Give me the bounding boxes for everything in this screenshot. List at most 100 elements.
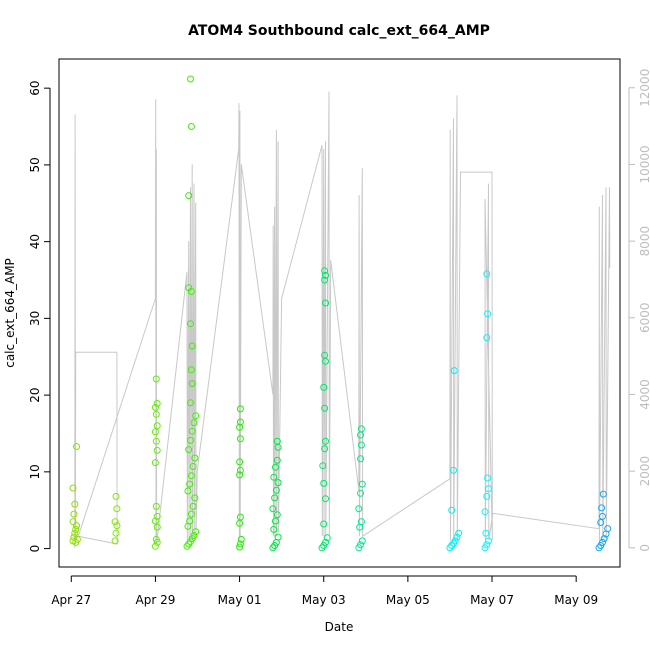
data-point xyxy=(186,517,194,525)
data-point xyxy=(113,522,121,530)
data-point xyxy=(358,537,366,545)
data-point xyxy=(357,455,364,463)
data-point xyxy=(485,537,492,545)
data-point xyxy=(323,534,331,542)
data-point xyxy=(321,445,329,453)
data-point xyxy=(357,541,364,549)
y-tick-label: 40 xyxy=(28,234,42,249)
data-point xyxy=(113,505,121,513)
x-tick-label: Apr 29 xyxy=(136,593,176,607)
y-tick-label: 50 xyxy=(28,157,42,172)
data-point xyxy=(481,508,489,516)
data-point xyxy=(272,486,280,494)
data-point xyxy=(188,427,196,435)
data-point xyxy=(484,310,492,318)
data-point xyxy=(604,525,612,533)
data-point xyxy=(73,443,80,450)
data-point xyxy=(236,466,244,474)
data-point xyxy=(269,505,277,513)
data-point xyxy=(321,267,329,275)
x-axis: Apr 27 Apr 29 May 01 May 03 May 05 May 07 May … xyxy=(51,575,598,607)
data-point xyxy=(453,533,461,541)
data-point xyxy=(599,490,607,498)
y-axis-label: calc_ext_664_AMP xyxy=(3,258,17,368)
data-point xyxy=(484,474,492,482)
data-point xyxy=(448,542,456,549)
data-point xyxy=(112,492,120,500)
y-tick-label: 30 xyxy=(28,311,42,326)
data-point xyxy=(320,383,328,391)
data-point xyxy=(111,537,119,545)
y-tick-label: 60 xyxy=(28,81,42,96)
data-point xyxy=(322,437,329,445)
data-point xyxy=(192,412,200,420)
data-point xyxy=(599,538,606,546)
data-point xyxy=(71,500,79,508)
data-point xyxy=(152,410,160,418)
data-point xyxy=(70,510,78,518)
data-point xyxy=(455,529,463,537)
data-point xyxy=(485,485,492,493)
data-point xyxy=(187,366,195,374)
data-point xyxy=(272,517,279,525)
data-point xyxy=(450,466,457,474)
data-point xyxy=(191,454,199,462)
data-point xyxy=(152,437,160,445)
series-line-right-axis xyxy=(74,91,611,548)
data-point xyxy=(450,367,458,375)
data-point xyxy=(451,537,459,545)
data-point xyxy=(358,480,366,488)
data-point xyxy=(322,538,329,546)
chart-title: ATOM4 Southbound calc_ext_664_AMP xyxy=(188,23,490,39)
data-point xyxy=(69,518,77,526)
data-point xyxy=(152,375,160,383)
data-point xyxy=(322,271,329,279)
data-point xyxy=(357,489,364,497)
data-point xyxy=(322,495,329,503)
data-point xyxy=(189,502,197,510)
data-point xyxy=(111,518,119,526)
data-point xyxy=(483,541,491,549)
data-point xyxy=(188,342,196,350)
data-point xyxy=(73,535,81,543)
x-tick-label: Apr 27 xyxy=(51,593,91,607)
data-point xyxy=(321,351,329,359)
y2-tick-label: 10000 xyxy=(638,145,650,183)
y2-tick-label: 4000 xyxy=(638,379,650,410)
data-point xyxy=(153,512,161,520)
data-point xyxy=(599,512,606,520)
y-axis: 0 10 20 30 40 50 60 xyxy=(28,81,51,552)
data-point xyxy=(151,542,159,550)
data-point xyxy=(153,422,161,430)
y2-tick-label: 6000 xyxy=(638,303,650,334)
data-point xyxy=(236,543,244,551)
data-point xyxy=(187,399,194,407)
data-point xyxy=(320,520,328,528)
data-point xyxy=(270,525,278,533)
data-point xyxy=(187,510,195,518)
x-tick-label: May 03 xyxy=(302,593,346,607)
data-point xyxy=(600,535,608,543)
data-point xyxy=(192,528,200,536)
data-point xyxy=(321,276,329,284)
data-point xyxy=(273,456,281,464)
data-point xyxy=(73,522,80,530)
data-point xyxy=(112,529,120,537)
data-point xyxy=(69,484,77,492)
data-point xyxy=(273,511,281,519)
data-point xyxy=(270,473,278,481)
x-tick-label: May 05 xyxy=(386,593,430,607)
y2-tick-label: 0 xyxy=(638,544,650,552)
data-point xyxy=(187,436,194,444)
data-point xyxy=(184,487,192,495)
data-point xyxy=(236,513,244,521)
x-tick-label: May 01 xyxy=(218,593,262,607)
data-point xyxy=(152,535,160,543)
data-point xyxy=(236,435,244,443)
data-point xyxy=(187,75,194,83)
data-point xyxy=(185,540,193,548)
data-point xyxy=(320,479,328,487)
data-point xyxy=(236,458,244,466)
data-point xyxy=(272,463,279,471)
